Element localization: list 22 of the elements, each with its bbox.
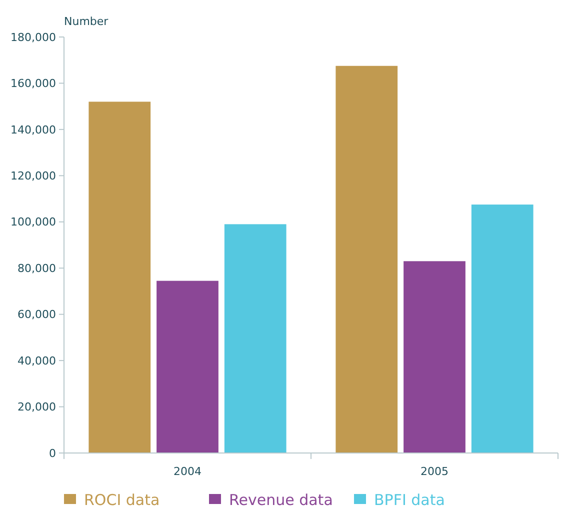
y-tick-label: 120,000	[10, 170, 56, 183]
legend-label: BPFI data	[374, 491, 445, 509]
y-tick-label: 160,000	[10, 77, 56, 90]
y-tick-label: 100,000	[10, 216, 56, 229]
bar	[156, 280, 218, 453]
x-tick-label: 2004	[174, 465, 202, 478]
y-tick-label: 0	[49, 446, 56, 460]
y-tick-label: 140,000	[10, 123, 56, 136]
y-axis-title: Number	[64, 15, 109, 28]
y-tick-label: 80,000	[18, 262, 56, 275]
bar	[88, 102, 151, 453]
x-tick-label: 2005	[420, 465, 448, 478]
legend-label: Revenue data	[229, 491, 333, 509]
y-tick-label: 40,000	[18, 354, 56, 368]
y-tick-label: 180,000	[10, 30, 56, 44]
bar	[471, 204, 534, 453]
legend-label: ROCI data	[84, 491, 160, 509]
bar	[404, 261, 466, 453]
y-tick-label: 60,000	[18, 308, 56, 322]
y-tick-label: 20,000	[18, 400, 56, 414]
bar	[224, 224, 286, 453]
bar	[336, 66, 398, 453]
